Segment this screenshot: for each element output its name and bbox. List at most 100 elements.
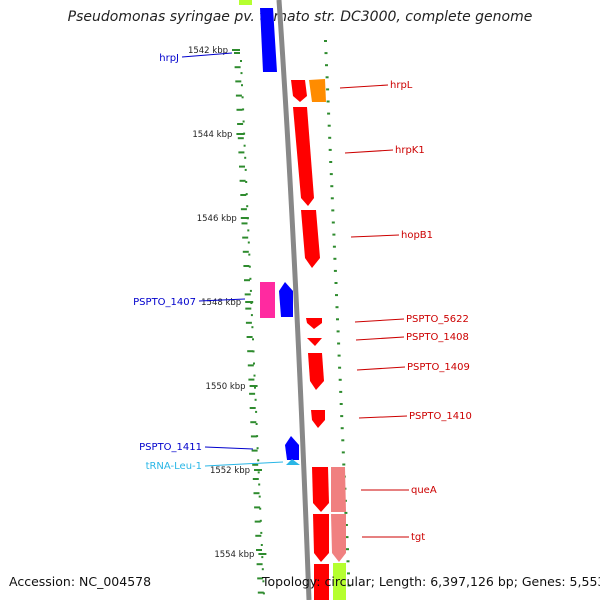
right-tick-mark [327,112,331,115]
gene-label-hrpK1[interactable]: hrpK1 [395,145,425,156]
inner-tick-mark [262,580,265,583]
feature-shape-orange[interactable] [309,79,326,102]
inner-tick-mark [248,265,251,268]
gene-label-hrpL[interactable]: hrpL [390,80,413,91]
right-tick-mark [329,173,333,176]
gene-shape-PSPTO_1411[interactable] [285,436,299,460]
inner-tick-mark [260,544,263,546]
gene-shape-queA[interactable] [312,467,329,512]
topology-text: Topology: circular; Length: 6,397,126 bp… [262,574,600,589]
right-tick-mark [339,390,343,393]
major-tick-mark [232,49,240,51]
gene-shape-bottom-red[interactable] [314,564,329,600]
outer-tick-marks [234,52,264,594]
top-lime-band [239,0,252,5]
gene-leader-line [344,149,394,154]
right-tick-mark [342,463,346,466]
gene-label-PSPTO_1410[interactable]: PSPTO_1410 [409,411,472,422]
right-tick-mark [339,403,343,405]
kbp-tick-label: 1552 kbp [210,466,250,476]
inner-tick-mark [254,398,257,401]
gene-shape-hopB1[interactable] [301,210,320,268]
gene-shape-PSPTO_5622[interactable] [306,318,322,329]
outer-tick-mark [255,534,262,537]
gene-shape-PSPTO_1409[interactable] [308,353,324,390]
inner-tick-mark [242,120,245,123]
gene-shape-tgt[interactable] [313,514,329,562]
gene-label-tgt[interactable]: tgt [411,532,425,543]
gene-shape-PSPTO_1410[interactable] [311,410,325,428]
right-tick-mark [340,415,344,418]
tick-labels: 1542 kbp 1544 kbp 1546 kbp 1548 kbp 1550 kbp… [188,46,267,560]
inner-tick-mark [256,447,259,450]
outer-tick-mark [242,250,249,253]
accession-text: Accession: NC_004578 [9,574,152,589]
gene-label-PSPTO_5622[interactable]: PSPTO_5622 [406,314,469,325]
inner-tick-mark [245,181,248,183]
outer-tick-mark [250,435,257,438]
gene-label-hrpJ[interactable]: hrpJ [159,53,179,64]
genome-backbone [276,0,312,600]
gene-label-hopB1[interactable]: hopB1 [401,230,433,241]
feature-shape-light-red-2[interactable] [331,514,346,562]
gene-label-PSPTO_1409[interactable]: PSPTO_1409 [407,362,470,373]
right-tick-mark [344,511,348,514]
gene-label-queA[interactable]: queA [411,485,437,496]
gene-shape-hrpK1[interactable] [293,107,314,206]
right-tick-mark [330,185,334,188]
inner-tick-mark [260,531,263,534]
outer-tick-mark [257,577,264,580]
genome-title: Pseudomonas syringae pv. tomato str. DC3… [67,9,533,25]
outer-tick-mark [251,449,258,452]
outer-tick-mark [243,265,250,267]
right-tick-mark [337,354,341,357]
gene-label-PSPTO_1411[interactable]: PSPTO_1411 [139,442,202,453]
major-tick-mark [254,469,262,471]
inner-tick-mark [247,229,250,232]
outer-tick-mark [239,179,246,182]
right-tick-mark [334,282,338,284]
feature-shape-light-red-1[interactable] [331,467,346,512]
right-tick-mark [346,548,349,551]
outer-tick-mark [239,165,245,168]
gene-shape-hrpJ[interactable] [260,8,277,72]
gene-shape-hrpL[interactable] [291,80,307,102]
outer-tick-mark [256,563,263,566]
inner-tick-mark [244,156,247,159]
inner-tick-mark [259,507,262,510]
inner-tick-mark [249,289,252,292]
outer-tick-mark [240,194,247,196]
right-tick-mark [341,439,345,442]
feature-shape-pink[interactable] [260,282,275,318]
right-tick-mark [338,378,342,381]
inner-tick-mark [258,495,261,498]
right-tick-mark [333,269,337,272]
inner-tick-mark [248,253,251,256]
gene-label-tRNA-Leu-1[interactable]: tRNA-Leu-1 [146,461,202,472]
kbp-tick-label: 1544 kbp [192,130,232,140]
inner-tick-mark [258,483,261,486]
outer-tick-mark [240,208,247,211]
gene-label-PSPTO_1407[interactable]: PSPTO_1407 [133,297,196,308]
outer-tick-mark [242,236,249,239]
trna-shape-tRNA-Leu-1[interactable] [286,459,300,465]
gene-label-PSPTO_1408[interactable]: PSPTO_1408 [406,332,469,343]
right-tick-mark [347,584,351,587]
inner-tick-mark [261,568,264,571]
outer-tick-mark [237,137,244,140]
inner-tick-mark [257,471,260,474]
inner-tick-mark [253,362,255,365]
inner-tick-mark [241,84,243,87]
inner-tick-mark [253,374,256,377]
inner-tick-mark [240,60,242,62]
outer-tick-mark [252,478,259,480]
gene-labels: hrpJ hrpL hrpK1 hopB1 PSPTO_1407 PSPTO_5622 PS… [133,52,472,543]
gene-shape-PSPTO_1408[interactable] [307,338,322,346]
right-tick-mark [329,161,333,163]
outer-tick-mark [234,52,240,54]
outer-tick-mark [247,350,254,353]
right-tick-mark [331,209,335,212]
gene-shape-PSPTO_1407[interactable] [279,282,293,317]
gene-leader-line [354,318,405,323]
